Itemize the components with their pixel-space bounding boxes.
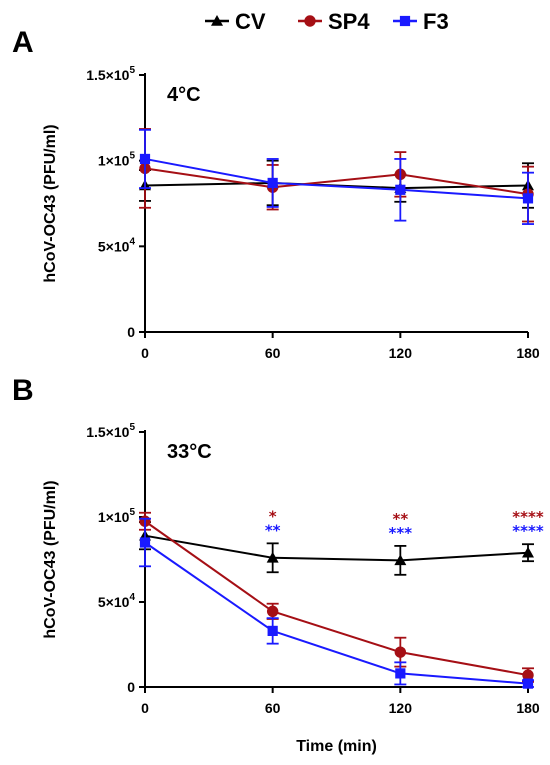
data-point — [266, 551, 279, 563]
data-point — [395, 184, 406, 195]
y-tick-mantissa: 5×10 — [98, 238, 130, 254]
legend: CV SP4 F3 — [205, 9, 449, 34]
significance-marker: ** — [392, 510, 408, 528]
legend-item-cv: CV — [205, 9, 266, 34]
legend-label: CV — [235, 9, 266, 34]
data-point — [522, 678, 534, 689]
series-sp4 — [139, 511, 534, 683]
y-tick-label: 0 — [127, 679, 135, 695]
y-tick-exponent: 4 — [129, 236, 135, 247]
series-line — [144, 167, 529, 196]
square-icon — [399, 15, 411, 27]
condition-label: 33°C — [167, 441, 212, 463]
y-tick-label: 1×105 — [98, 151, 136, 169]
series-line — [144, 541, 529, 685]
data-point — [139, 153, 151, 165]
x-tick-label: 180 — [516, 345, 540, 361]
y-tick-mantissa: 5×10 — [98, 594, 130, 610]
y-tick-exponent: 5 — [129, 507, 135, 518]
panel-letter: A — [12, 26, 34, 59]
data-point — [394, 646, 407, 658]
legend-label: SP4 — [328, 9, 370, 34]
x-tick-label: 120 — [389, 700, 413, 716]
x-tick-label: 120 — [389, 345, 413, 361]
significance-marker: ** — [265, 521, 281, 539]
series-cv — [139, 159, 534, 209]
y-axis-title: hCoV-OC43 (PFU/ml) — [42, 480, 59, 638]
y-tick-mantissa: 1.5×10 — [86, 67, 129, 83]
x-tick-label: 0 — [141, 700, 149, 716]
series-sp4 — [139, 128, 534, 223]
data-point — [139, 537, 151, 548]
y-axis-title: hCoV-OC43 (PFU/ml) — [42, 124, 59, 282]
y-tick-label: 1.5×105 — [86, 422, 135, 440]
x-tick-label: 60 — [265, 700, 281, 716]
data-point — [266, 605, 279, 618]
legend-item-sp4: SP4 — [298, 9, 370, 34]
y-tick-label: 0 — [127, 324, 135, 340]
triangle-icon — [211, 15, 223, 26]
significance-marker: *** — [389, 524, 413, 542]
series-line — [144, 157, 529, 200]
panel-letter: B — [12, 374, 34, 407]
y-tick-label: 5×104 — [98, 592, 136, 610]
series-f3 — [139, 128, 534, 225]
y-tick-exponent: 5 — [129, 151, 135, 162]
legend-label: F3 — [423, 9, 449, 34]
y-tick-mantissa: 1×10 — [98, 509, 130, 525]
significance-marker: **** — [512, 508, 544, 526]
series-cv — [139, 521, 534, 576]
data-point — [522, 546, 534, 558]
legend-item-f3: F3 — [393, 9, 449, 34]
significance-marker: * — [269, 507, 277, 525]
data-point — [267, 177, 278, 189]
y-tick-exponent: 5 — [129, 422, 135, 433]
x-tick-label: 0 — [141, 345, 149, 361]
data-point — [522, 193, 534, 204]
y-tick-label: 5×104 — [98, 236, 136, 254]
significance-marker: **** — [512, 522, 544, 540]
y-tick-mantissa: 1.5×10 — [86, 424, 129, 440]
x-tick-label: 60 — [265, 345, 281, 361]
data-point — [267, 625, 278, 636]
y-tick-label: 1.5×105 — [86, 65, 135, 83]
data-point — [394, 554, 407, 566]
y-tick-exponent: 4 — [129, 592, 135, 603]
x-axis-title: Time (min) — [296, 738, 377, 755]
y-tick-label: 1×105 — [98, 507, 136, 525]
condition-label: 4°C — [167, 84, 201, 106]
series-line — [144, 520, 529, 677]
circle-icon — [304, 15, 316, 27]
series-line — [144, 534, 529, 562]
series-f3 — [139, 517, 534, 689]
data-point — [522, 669, 534, 681]
y-tick-mantissa: 1×10 — [98, 153, 130, 169]
y-tick-exponent: 5 — [129, 65, 135, 76]
x-tick-label: 180 — [516, 700, 540, 716]
data-point — [395, 668, 406, 679]
